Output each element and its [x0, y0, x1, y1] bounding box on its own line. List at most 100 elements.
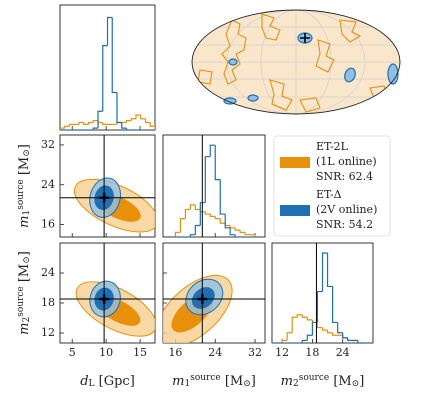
axis-label-part: 1	[184, 379, 190, 389]
axis-label-part: [M	[221, 374, 244, 389]
histogram-step	[102, 122, 108, 125]
histogram-step	[179, 218, 186, 233]
histogram-step	[102, 45, 108, 112]
axis-label-part: 2	[22, 317, 32, 323]
sky-true-position	[300, 33, 310, 43]
legend-swatch	[280, 157, 310, 168]
axis-label-part: m	[17, 216, 32, 228]
axis-label-part: m	[172, 374, 184, 389]
histogram-step	[234, 227, 241, 231]
y-tick-label: 12	[41, 326, 55, 339]
y-tick-label: 16	[41, 218, 55, 231]
histogram-step	[83, 122, 89, 125]
axis-label: m1source [M⊙]	[172, 373, 256, 389]
histogram-step	[60, 127, 65, 130]
histogram-step	[316, 322, 323, 329]
legend-label: (1L online)	[316, 155, 377, 168]
histogram-step	[194, 224, 201, 235]
x-tick-label: 12	[275, 346, 289, 359]
histogram-step	[106, 16, 113, 46]
histogram-step	[149, 122, 155, 130]
histogram-step	[130, 118, 136, 121]
histogram-step	[337, 322, 343, 334]
histogram-step	[326, 330, 333, 334]
histogram-step	[229, 227, 236, 236]
histogram	[272, 243, 373, 343]
histogram-step	[342, 332, 348, 339]
histogram	[165, 135, 261, 237]
histogram-step	[306, 317, 313, 321]
histogram-step	[239, 230, 246, 234]
legend-label: ET-2L	[316, 140, 349, 153]
histogram-step	[125, 128, 132, 130]
axis-label-part: d	[80, 374, 88, 389]
histogram-step	[306, 334, 313, 341]
density-panel	[60, 243, 155, 343]
histogram-step	[296, 314, 303, 318]
axis-label-part: ]	[17, 144, 32, 149]
truth-marker	[99, 192, 110, 203]
histogram-step	[144, 118, 151, 124]
histogram-step	[125, 120, 132, 123]
axis-label-part: m	[281, 374, 293, 389]
histogram-step	[254, 234, 261, 237]
axis-label: m2source [M⊙]	[281, 373, 365, 389]
truth-marker	[99, 294, 110, 304]
truth-marker	[197, 294, 208, 304]
axis-label-part: ⊙	[352, 379, 360, 389]
histogram-step	[301, 339, 308, 343]
histogram-step	[209, 144, 216, 157]
axis-label-part: m	[17, 323, 32, 335]
histogram-step	[291, 316, 298, 333]
axis-label-part: source	[190, 373, 221, 383]
y-tick-label: 24	[41, 178, 55, 191]
axis-label: m2source [M⊙]	[16, 251, 32, 335]
axis-label-part: [Gpc]	[95, 374, 135, 389]
y-tick-label: 24	[41, 266, 55, 279]
axis-label-part: [M	[17, 157, 32, 180]
histogram	[60, 16, 155, 130]
density-panel	[163, 243, 265, 343]
histogram-step	[140, 115, 146, 120]
axis-label-part: source	[16, 179, 26, 210]
panel-frame	[162, 242, 266, 344]
histogram-step	[194, 204, 201, 211]
axis-label-part: ]	[17, 251, 32, 256]
axis-label-part: [M	[17, 264, 32, 287]
legend: ET-2L (1L online) SNR: 62.4 ET-Δ (2V online)…	[273, 135, 391, 237]
axis-label-part: 1	[22, 210, 32, 216]
axis-label-part: source	[16, 286, 26, 317]
axis-label-part: ⊙	[243, 379, 251, 389]
histogram-step	[87, 121, 94, 125]
axis-label: m1source [M⊙]	[16, 144, 32, 228]
histogram-step	[219, 179, 226, 215]
y-tick-label: 18	[41, 296, 55, 309]
histogram-step	[357, 340, 363, 343]
legend-swatch	[280, 205, 310, 216]
histogram-step	[326, 253, 333, 288]
histogram-step	[321, 327, 328, 331]
histogram-step	[229, 225, 236, 229]
x-tick-label: 16	[168, 346, 182, 359]
axis-label-part: 2	[293, 379, 299, 389]
histogram-step	[219, 218, 226, 224]
histogram-step	[184, 208, 191, 219]
histogram-step	[311, 321, 318, 336]
histogram-step	[347, 337, 353, 342]
histogram-step	[332, 286, 338, 324]
histogram-step	[64, 125, 70, 129]
histogram-step	[121, 122, 127, 129]
histogram-step	[214, 145, 221, 181]
histogram-step	[92, 127, 98, 130]
histogram-step	[301, 314, 308, 318]
x-tick-label: 24	[208, 346, 222, 359]
axis-label-part: source	[299, 373, 330, 383]
axis-label-part: ⊙	[22, 256, 32, 264]
legend-label: (2V online)	[316, 203, 377, 216]
histogram-step	[92, 120, 98, 123]
legend-label: ET-Δ	[316, 188, 342, 201]
axis-label-part: ]	[359, 374, 364, 389]
sky-blue-regions	[223, 32, 399, 105]
histogram-step	[224, 214, 231, 229]
histogram-step	[174, 231, 181, 237]
